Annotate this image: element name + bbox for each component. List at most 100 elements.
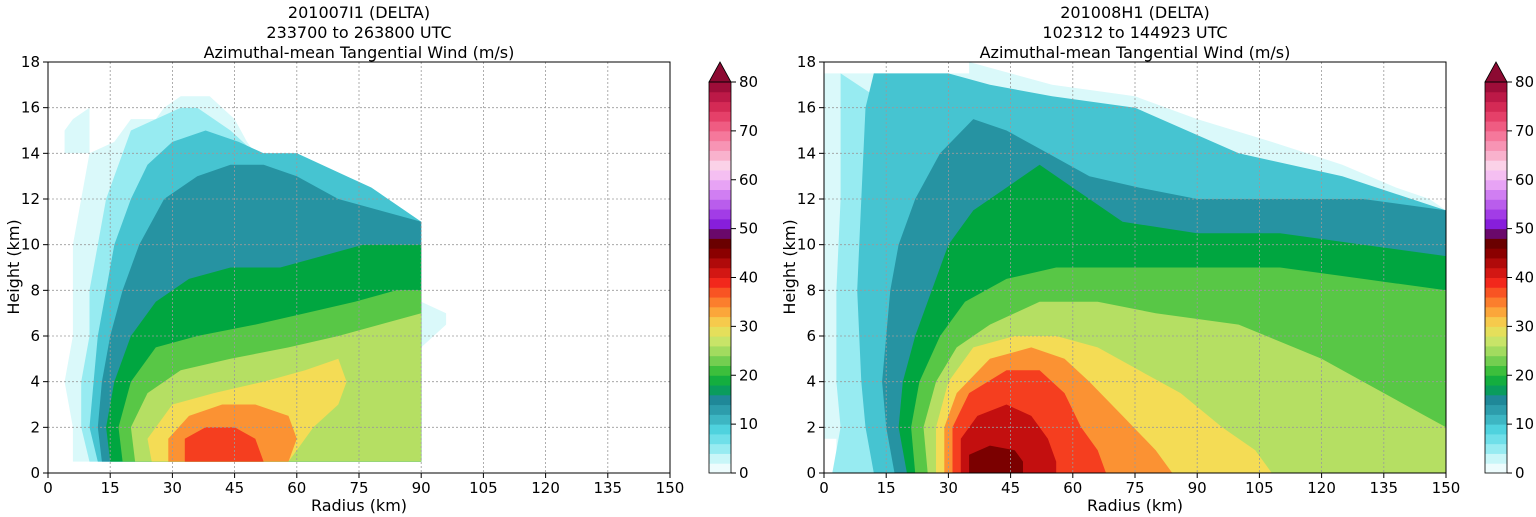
panel-right-colorbar-segment bbox=[1485, 345, 1507, 357]
panel-right-x-tick-label-45: 45 bbox=[1001, 479, 1020, 497]
panel-right-x-tick-label-15: 15 bbox=[877, 479, 896, 497]
panel-left-colorbar-segment bbox=[709, 404, 731, 415]
panel-left-colorbar-tick-label-50: 50 bbox=[739, 220, 758, 238]
panel-left-x-tick-label-150: 150 bbox=[656, 479, 685, 497]
panel-right-colorbar-segment bbox=[1485, 336, 1507, 347]
panel-right-colorbar-segment bbox=[1485, 443, 1507, 454]
panel-right-x-tick-label-105: 105 bbox=[1245, 479, 1274, 497]
panel-left-colorbar-segment bbox=[709, 297, 731, 308]
panel-left-x-tick-label-75: 75 bbox=[349, 479, 368, 497]
panel-left-ticks: 0 15 30 45 60 75 90 105 120 135 150 0 2 4 6 8 10 12 14 16 18 bbox=[21, 53, 684, 497]
panel-left-colorbar-segment bbox=[709, 453, 731, 464]
panel-right-y-tick-label-8: 8 bbox=[806, 281, 816, 299]
panel-left-colorbar-segment bbox=[709, 111, 731, 122]
panel-left-y-tick-label-18: 18 bbox=[21, 53, 40, 71]
panel-right-colorbar-segment bbox=[1485, 101, 1507, 112]
panel-left-colorbar-tick-label-20: 20 bbox=[739, 366, 758, 384]
panel-left-colorbar-segment bbox=[709, 375, 731, 386]
panel-right-colorbar-segment bbox=[1485, 150, 1507, 161]
panel-left-colorbar-segment bbox=[709, 121, 731, 132]
panel-right-colorbar-segment bbox=[1485, 394, 1507, 406]
panel-right-y-tick-label-2: 2 bbox=[806, 418, 816, 436]
panel-right-colorbar-segment bbox=[1485, 433, 1507, 445]
panel-right-y-tick-label-12: 12 bbox=[797, 190, 816, 208]
panel-left-colorbar-segment bbox=[709, 336, 731, 347]
panel-left-x-axis-label: Radius (km) bbox=[311, 496, 407, 515]
panel-right-x-tick-label-75: 75 bbox=[1125, 479, 1144, 497]
panel-right-colorbar-segment bbox=[1485, 179, 1507, 191]
panel-right-colorbar-segment bbox=[1485, 267, 1507, 278]
panel-right-y-tick-label-14: 14 bbox=[797, 144, 816, 162]
panel-right-filled-contours bbox=[824, 62, 1446, 473]
panel-right-colorbar: 0 10 20 30 40 50 60 70 80 bbox=[1484, 61, 1534, 482]
panel-left-contour-band-38 bbox=[184, 427, 264, 462]
panel-left-colorbar-segment bbox=[709, 385, 731, 396]
panel-right-colorbar-segment bbox=[1485, 169, 1507, 181]
panel-right-colorbar-segment bbox=[1485, 385, 1507, 396]
panel-left-colorbar-segment bbox=[709, 209, 731, 220]
panel-left-title-line-3: Azimuthal-mean Tangential Wind (m/s) bbox=[204, 43, 515, 62]
panel-left-filled-contours bbox=[64, 96, 447, 462]
panel-left-colorbar-segment bbox=[709, 355, 731, 366]
panel-left-colorbar-tick-label-60: 60 bbox=[739, 171, 758, 189]
panel-left-y-tick-label-12: 12 bbox=[21, 190, 40, 208]
panel-right-ticks: 0 15 30 45 60 75 90 105 120 135 150 0 2 4 6 8 10 12 14 16 18 bbox=[797, 53, 1460, 497]
panel-right-colorbar-segment bbox=[1485, 140, 1507, 151]
panel-left-x-tick-label-30: 30 bbox=[163, 479, 182, 497]
panel-right-colorbar-tick-label-20: 20 bbox=[1515, 366, 1534, 384]
panel-left-colorbar-segment bbox=[709, 267, 731, 278]
panel-left-y-tick-label-4: 4 bbox=[30, 373, 40, 391]
panel-left-colorbar-segment bbox=[709, 306, 731, 318]
panel-left-colorbar-segment bbox=[709, 189, 731, 200]
panel-left-colorbar-segment bbox=[709, 414, 731, 425]
panel-right-colorbar-tick-label-60: 60 bbox=[1515, 171, 1534, 189]
panel-left-colorbar-extend-max bbox=[708, 61, 732, 83]
panel-left-colorbar-segment bbox=[709, 82, 731, 93]
panel-right-colorbar-tick-label-30: 30 bbox=[1515, 317, 1534, 335]
panel-left-colorbar-segment bbox=[709, 91, 731, 103]
panel-right-colorbar-segment bbox=[1485, 287, 1507, 298]
panel-left-y-axis-label: Height (km) bbox=[4, 219, 23, 314]
panel-left-colorbar-segment bbox=[709, 326, 731, 337]
panel-right-colorbar-segment bbox=[1485, 82, 1507, 93]
panel-right-title-line-1: 201008H1 (DELTA) bbox=[1060, 3, 1209, 22]
panel-right-y-tick-label-10: 10 bbox=[797, 236, 816, 254]
panel-left-colorbar-segment bbox=[709, 218, 731, 230]
panel-right-colorbar-segment bbox=[1485, 248, 1507, 259]
panel-left-colorbar-tick-label-0: 0 bbox=[739, 464, 749, 482]
panel-left-colorbar-segment bbox=[709, 160, 731, 171]
panel-right-colorbar-tick-label-10: 10 bbox=[1515, 415, 1534, 433]
panel-left-colorbar-segment bbox=[709, 101, 731, 112]
panel-left-colorbar-tick-label-80: 80 bbox=[739, 73, 758, 91]
panel-right: 201008H1 (DELTA) 102312 to 144923 UTC Az… bbox=[780, 3, 1534, 515]
panel-left-y-tick-label-16: 16 bbox=[21, 99, 40, 117]
panel-right-colorbar-segment bbox=[1485, 209, 1507, 220]
panel-right-y-tick-label-4: 4 bbox=[806, 373, 816, 391]
panel-left-colorbar-segment bbox=[709, 463, 731, 474]
panel-left-x-tick-label-60: 60 bbox=[287, 479, 306, 497]
panel-right-x-tick-label-90: 90 bbox=[1188, 479, 1207, 497]
panel-right-y-tick-label-18: 18 bbox=[797, 53, 816, 71]
panel-right-colorbar-segment bbox=[1485, 297, 1507, 308]
panel-left-y-tick-label-10: 10 bbox=[21, 236, 40, 254]
panel-left-colorbar-segment bbox=[709, 140, 731, 151]
panel-right-y-tick-label-16: 16 bbox=[797, 99, 816, 117]
panel-left-colorbar-segment bbox=[709, 433, 731, 445]
panel-right-colorbar-tick-label-50: 50 bbox=[1515, 220, 1534, 238]
panel-left-colorbar-segment bbox=[709, 424, 731, 435]
panel-left-colorbar-tick-label-40: 40 bbox=[739, 269, 758, 287]
panel-right-colorbar-tick-label-0: 0 bbox=[1515, 464, 1525, 482]
panel-left-x-tick-label-135: 135 bbox=[593, 479, 622, 497]
panel-left-y-tick-label-8: 8 bbox=[30, 281, 40, 299]
panel-right-x-tick-label-135: 135 bbox=[1369, 479, 1398, 497]
panel-left-y-tick-label-6: 6 bbox=[30, 327, 40, 345]
panel-right-x-tick-label-120: 120 bbox=[1307, 479, 1336, 497]
panel-right-colorbar-extend-max bbox=[1484, 61, 1508, 83]
panel-right-colorbar-segment bbox=[1485, 277, 1507, 288]
panel-left-colorbar-segment bbox=[709, 179, 731, 191]
panel-left-colorbar-segment bbox=[709, 287, 731, 298]
panel-right-colorbar-segment bbox=[1485, 91, 1507, 103]
panel-left-title-line-2: 233700 to 263800 UTC bbox=[266, 23, 451, 42]
panel-left-x-tick-label-105: 105 bbox=[469, 479, 498, 497]
